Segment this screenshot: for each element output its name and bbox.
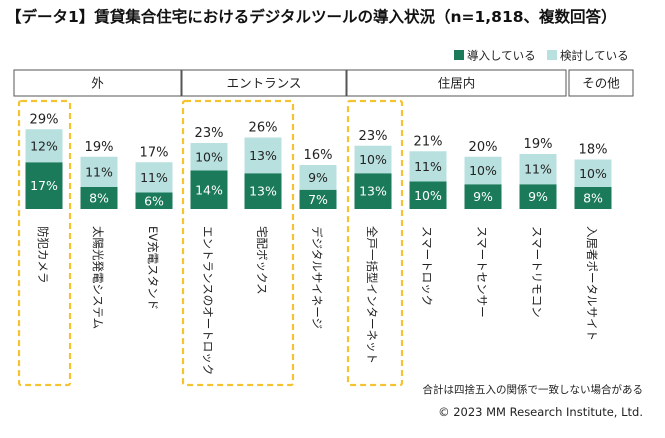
group-header-box (181, 69, 347, 97)
data-label-installed: 10% (414, 188, 442, 203)
data-label-considering: 12% (30, 138, 58, 153)
data-label-considering: 9% (308, 170, 328, 185)
bar-installed (244, 173, 282, 209)
bar-considering (519, 154, 557, 185)
data-label-installed: 14% (195, 182, 223, 197)
group-header-box (346, 69, 567, 97)
category-labels: 防犯カメラ 太陽光発電システム EV充電スタンド エントランスのオートロック 宅配ボック… (36, 226, 599, 375)
category-label: スマートセンサー (475, 226, 489, 318)
bar-installed (409, 181, 447, 209)
legend-label-considering: 検討している (560, 49, 629, 63)
bar-installed (519, 184, 557, 209)
bar-considering (299, 165, 337, 190)
footnote: 合計は四捨五入の関係で一致しない場合がある (423, 383, 644, 396)
data-label-total: 19% (524, 137, 553, 152)
data-label-installed: 13% (249, 184, 277, 199)
data-label-considering: 11% (524, 162, 552, 177)
group-header-label: 外 (91, 76, 104, 91)
data-label-total: 29% (30, 112, 59, 127)
data-label-considering: 10% (195, 149, 223, 164)
bar-considering (244, 137, 282, 174)
legend: 導入している 検討している (454, 49, 629, 63)
legend-swatch-considering (547, 50, 557, 60)
category-label: スマートロック (420, 226, 434, 306)
group-header-box (568, 69, 634, 97)
chart-title: 【データ1】賃貸集合住宅におけるデジタルツールの導入状況（n=1,818、複数回… (6, 7, 617, 26)
category-label: 太陽光発電システム (91, 226, 105, 329)
data-label-total: 21% (414, 134, 443, 149)
category-label: エントランスのオートロック (201, 226, 215, 375)
group-header-label: 住居内 (438, 76, 476, 91)
bar-considering (190, 143, 228, 171)
data-label-total: 23% (195, 126, 224, 141)
bar-considering (354, 145, 392, 174)
bar-considering (409, 151, 447, 182)
data-label-installed: 6% (144, 193, 164, 208)
data-label-total: 16% (304, 148, 333, 163)
category-label: 全戸一括型インターネット (365, 226, 379, 364)
data-label-total: 26% (249, 121, 278, 136)
data-label-total: 18% (579, 143, 608, 158)
group-header-box (13, 69, 182, 97)
category-label: 防犯カメラ (36, 226, 50, 284)
data-label-total: 19% (85, 140, 114, 155)
data-label-total: 20% (469, 140, 498, 155)
data-label-total: 17% (140, 145, 169, 160)
bars: 17% 12% 29% 8% 11% 19% 6% 11% 17% 14% 10% 23% 13% 13%… (25, 112, 612, 209)
data-label-considering: 11% (140, 170, 168, 185)
group-header-label: エントランス (227, 76, 302, 91)
copyright: © 2023 MM Research Institute, Ltd. (438, 405, 643, 419)
data-label-installed: 9% (528, 189, 548, 204)
category-label: デジタルサイネージ (310, 226, 324, 329)
bar-installed (574, 187, 612, 209)
data-label-installed: 17% (30, 178, 58, 193)
highlight-box (346, 99, 404, 387)
highlight-boxes (17, 99, 404, 387)
data-label-total: 23% (359, 129, 388, 144)
bar-considering (135, 162, 173, 193)
data-label-installed: 13% (359, 184, 387, 199)
bar-installed (464, 184, 502, 209)
data-label-considering: 10% (579, 166, 607, 181)
bar-considering (574, 159, 612, 187)
bar-installed (80, 187, 118, 209)
data-label-considering: 11% (85, 164, 113, 179)
data-label-considering: 10% (359, 152, 387, 167)
bar-installed (299, 189, 337, 209)
data-label-considering: 10% (469, 163, 497, 178)
data-label-considering: 11% (414, 159, 442, 174)
bar-considering (464, 156, 502, 185)
category-label: EV充電スタンド (146, 226, 160, 310)
bar-installed (135, 192, 173, 209)
highlight-box (181, 99, 295, 387)
data-label-installed: 8% (583, 191, 603, 206)
category-label: 宅配ボックス (255, 226, 269, 295)
bar-considering (25, 129, 63, 163)
bar-considering (80, 156, 118, 187)
bar-installed (354, 173, 392, 209)
highlight-box (17, 99, 72, 387)
group-header-label: その他 (582, 76, 620, 91)
data-label-installed: 9% (473, 189, 493, 204)
bar-installed (25, 162, 63, 209)
data-label-installed: 7% (308, 192, 328, 207)
data-label-considering: 13% (249, 148, 277, 163)
data-label-installed: 8% (89, 191, 109, 206)
legend-label-installed: 導入している (467, 49, 536, 63)
bar-installed (190, 170, 228, 209)
legend-swatch-installed (454, 50, 464, 60)
category-label: 入居者ポータルサイト (585, 226, 599, 341)
group-headers: 外 エントランス 住居内 その他 (13, 69, 634, 97)
category-label: スマートリモコン (530, 226, 544, 318)
